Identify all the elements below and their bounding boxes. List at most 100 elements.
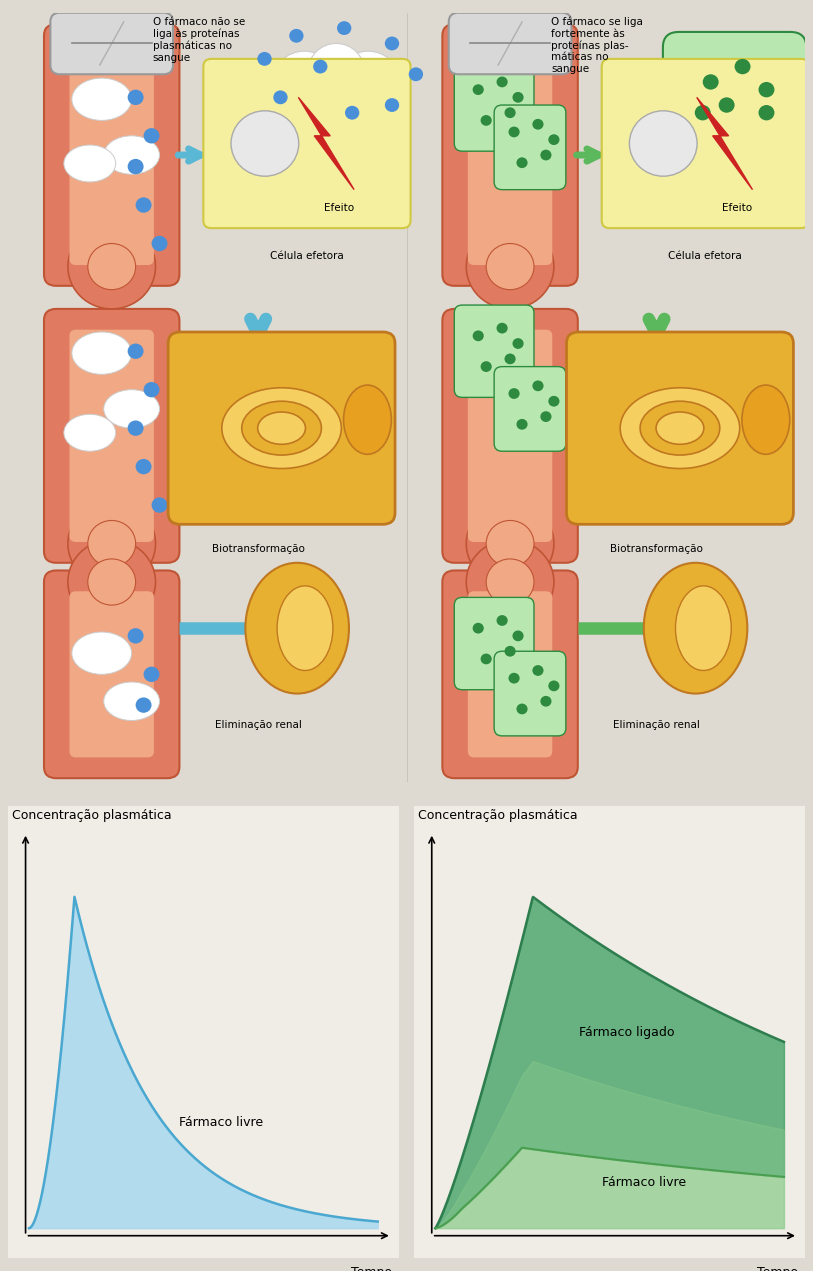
Circle shape bbox=[409, 67, 423, 81]
Circle shape bbox=[293, 47, 380, 132]
Ellipse shape bbox=[640, 402, 720, 455]
Circle shape bbox=[759, 105, 775, 121]
Circle shape bbox=[541, 697, 551, 707]
Polygon shape bbox=[298, 98, 354, 189]
Circle shape bbox=[136, 459, 151, 474]
Circle shape bbox=[497, 323, 507, 333]
Circle shape bbox=[695, 105, 711, 121]
Ellipse shape bbox=[72, 78, 132, 121]
Circle shape bbox=[508, 672, 520, 684]
Circle shape bbox=[308, 43, 364, 98]
Circle shape bbox=[548, 135, 559, 145]
Circle shape bbox=[136, 197, 151, 212]
FancyBboxPatch shape bbox=[494, 651, 566, 736]
FancyBboxPatch shape bbox=[467, 591, 552, 758]
Text: Concentração plasmática: Concentração plasmática bbox=[11, 808, 172, 821]
Circle shape bbox=[486, 559, 534, 605]
Ellipse shape bbox=[64, 145, 115, 182]
Ellipse shape bbox=[676, 586, 731, 671]
Ellipse shape bbox=[231, 111, 298, 177]
FancyBboxPatch shape bbox=[69, 329, 154, 541]
Circle shape bbox=[273, 90, 288, 104]
Circle shape bbox=[128, 628, 144, 643]
Circle shape bbox=[508, 388, 520, 399]
FancyBboxPatch shape bbox=[454, 597, 534, 690]
Circle shape bbox=[533, 665, 544, 676]
Text: Efeito: Efeito bbox=[324, 203, 354, 212]
Circle shape bbox=[505, 353, 515, 365]
Circle shape bbox=[144, 128, 159, 144]
Text: Tempo: Tempo bbox=[757, 1266, 798, 1271]
Ellipse shape bbox=[72, 632, 132, 675]
FancyBboxPatch shape bbox=[168, 332, 395, 525]
Circle shape bbox=[467, 224, 554, 309]
Circle shape bbox=[67, 224, 155, 309]
Circle shape bbox=[719, 98, 735, 113]
FancyBboxPatch shape bbox=[663, 32, 806, 147]
Circle shape bbox=[472, 84, 484, 95]
Text: O fármaco se liga
fortemente às
proteínas plas-
máticas no
sangue: O fármaco se liga fortemente às proteína… bbox=[551, 17, 643, 74]
Circle shape bbox=[67, 501, 155, 586]
Circle shape bbox=[735, 58, 750, 74]
Circle shape bbox=[151, 236, 167, 252]
Text: Tempo: Tempo bbox=[350, 1266, 392, 1271]
Text: O fármaco não se
liga às proteínas
plasmáticas no
sangue: O fármaco não se liga às proteínas plasm… bbox=[153, 17, 245, 62]
Text: Célula efetora: Célula efetora bbox=[270, 252, 344, 262]
Circle shape bbox=[516, 704, 528, 714]
FancyBboxPatch shape bbox=[69, 591, 154, 758]
Ellipse shape bbox=[277, 586, 333, 671]
Circle shape bbox=[467, 540, 554, 624]
Circle shape bbox=[385, 37, 399, 51]
Ellipse shape bbox=[241, 402, 321, 455]
Circle shape bbox=[337, 22, 351, 36]
FancyBboxPatch shape bbox=[203, 58, 411, 228]
Ellipse shape bbox=[72, 332, 132, 374]
Ellipse shape bbox=[222, 388, 341, 469]
Ellipse shape bbox=[104, 390, 159, 428]
Ellipse shape bbox=[246, 563, 349, 694]
Ellipse shape bbox=[258, 412, 306, 445]
Text: Biotransformação: Biotransformação bbox=[610, 544, 703, 554]
Circle shape bbox=[516, 419, 528, 430]
Circle shape bbox=[337, 51, 400, 113]
Text: Biotransformação: Biotransformação bbox=[211, 544, 305, 554]
Circle shape bbox=[548, 680, 559, 691]
Circle shape bbox=[144, 666, 159, 683]
Circle shape bbox=[486, 520, 534, 567]
Circle shape bbox=[472, 623, 484, 633]
Circle shape bbox=[516, 158, 528, 168]
FancyBboxPatch shape bbox=[44, 24, 180, 286]
Circle shape bbox=[345, 105, 359, 119]
Circle shape bbox=[480, 653, 492, 665]
Circle shape bbox=[480, 116, 492, 126]
Ellipse shape bbox=[629, 111, 697, 177]
Circle shape bbox=[497, 76, 507, 88]
Circle shape bbox=[136, 698, 151, 713]
FancyBboxPatch shape bbox=[44, 571, 180, 778]
Text: Fármaco livre: Fármaco livre bbox=[179, 1116, 263, 1129]
Circle shape bbox=[385, 98, 399, 112]
Circle shape bbox=[88, 244, 136, 290]
Text: Eliminação renal: Eliminação renal bbox=[613, 721, 700, 731]
Circle shape bbox=[151, 497, 167, 512]
Circle shape bbox=[128, 159, 144, 174]
Ellipse shape bbox=[344, 385, 391, 454]
Text: Concentração plasmática: Concentração plasmática bbox=[418, 808, 577, 821]
Circle shape bbox=[541, 412, 551, 422]
Text: Célula efetora: Célula efetora bbox=[668, 252, 742, 262]
Circle shape bbox=[533, 380, 544, 391]
Circle shape bbox=[702, 74, 719, 90]
FancyBboxPatch shape bbox=[454, 58, 534, 151]
Circle shape bbox=[467, 501, 554, 586]
Ellipse shape bbox=[644, 563, 747, 694]
Circle shape bbox=[258, 52, 272, 66]
Text: Eliminação renal: Eliminação renal bbox=[215, 721, 302, 731]
Circle shape bbox=[128, 343, 144, 358]
FancyBboxPatch shape bbox=[602, 58, 809, 228]
Circle shape bbox=[67, 540, 155, 624]
Circle shape bbox=[486, 244, 534, 290]
FancyBboxPatch shape bbox=[467, 44, 552, 266]
Ellipse shape bbox=[64, 414, 115, 451]
Circle shape bbox=[508, 127, 520, 137]
Circle shape bbox=[505, 646, 515, 657]
